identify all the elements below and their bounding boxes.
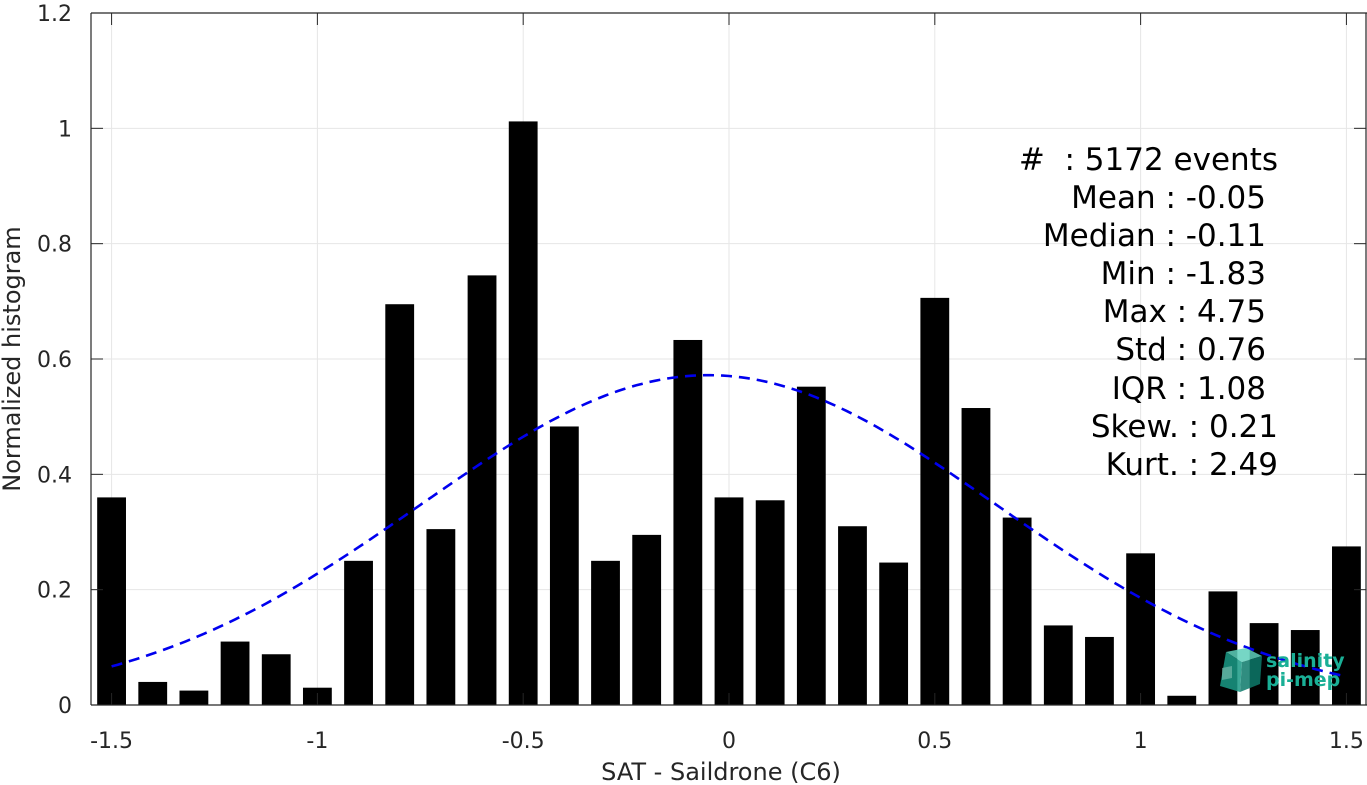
histogram-bar xyxy=(549,426,579,705)
x-axis-label: SAT - Saildrone (C6) xyxy=(601,758,841,785)
histogram-bar xyxy=(1126,553,1156,705)
histogram-bars xyxy=(97,121,1361,705)
histogram-bar xyxy=(508,121,538,705)
histogram-bar xyxy=(838,526,867,705)
y-tick-label: 0.8 xyxy=(37,233,72,258)
stats-count: # : 5172 events xyxy=(1019,142,1278,178)
cube-logo-icon xyxy=(1220,648,1262,692)
y-tick-label: 0.2 xyxy=(37,579,72,604)
y-tick-label: 0.4 xyxy=(37,463,72,488)
histogram-bar xyxy=(1332,546,1361,705)
stats-std: Std : 0.76 xyxy=(1115,332,1266,368)
histogram-bar xyxy=(1167,695,1197,705)
stats-min: Min : -1.83 xyxy=(1101,256,1266,292)
histogram-bar xyxy=(1085,636,1114,705)
histogram-bar xyxy=(1043,625,1073,705)
histogram-bar xyxy=(220,641,250,705)
histogram-bar xyxy=(1002,517,1032,705)
histogram-bar xyxy=(426,529,456,705)
histogram-bar xyxy=(467,275,497,705)
histogram-bar xyxy=(179,690,209,705)
logo-text-line1: salinity xyxy=(1266,650,1345,672)
logo-text-line2: pi-mep xyxy=(1266,669,1340,691)
histogram-bar xyxy=(591,560,620,705)
y-tick-label: 1 xyxy=(58,117,72,142)
y-tick-label: 0 xyxy=(58,694,72,719)
y-axis-ticks: 0 0.2 0.4 0.6 0.8 1 1.2 xyxy=(37,2,1366,719)
y-tick-label: 0.6 xyxy=(37,348,72,373)
x-axis-ticks: -1.5 -1 -0.5 0 0.5 1 1.5 xyxy=(90,13,1364,754)
x-tick-label: 1.5 xyxy=(1329,729,1364,754)
stats-median: Median : -0.11 xyxy=(1043,218,1266,254)
stats-max: Max : 4.75 xyxy=(1103,294,1266,330)
x-tick-label: -1.5 xyxy=(90,729,133,754)
histogram-bar xyxy=(261,654,291,705)
histogram-bar xyxy=(385,304,415,705)
histogram-bar xyxy=(879,562,909,705)
histogram-bar xyxy=(97,497,126,705)
x-tick-label: -0.5 xyxy=(502,729,545,754)
histogram-bar xyxy=(755,500,785,705)
x-tick-label: -1 xyxy=(306,729,328,754)
x-tick-label: 0.5 xyxy=(917,729,952,754)
histogram-bar xyxy=(1290,630,1320,705)
stats-skew: Skew. : 0.21 xyxy=(1091,409,1278,445)
gaussian-fit-curve xyxy=(111,373,1347,678)
histogram-bar xyxy=(632,534,662,705)
histogram-bar xyxy=(920,297,950,705)
histogram-bar xyxy=(714,497,744,705)
y-tick-label: 1.2 xyxy=(37,2,72,27)
y-axis-label: Normalized histogram xyxy=(0,226,26,491)
stats-mean: Mean : -0.05 xyxy=(1071,180,1266,216)
stats-kurt: Kurt. : 2.49 xyxy=(1106,447,1278,483)
stats-iqr: IQR : 1.08 xyxy=(1112,371,1266,407)
histogram-bar xyxy=(138,681,168,705)
histogram-bar xyxy=(673,339,703,705)
histogram-bar xyxy=(961,408,991,705)
salinity-pimep-logo: salinity pi-mep xyxy=(1220,648,1345,692)
statistics-annotation: # : 5172 events Mean : -0.05 Median : -0… xyxy=(1019,142,1278,483)
x-tick-label: 1 xyxy=(1134,729,1148,754)
histogram-bar xyxy=(796,386,826,705)
x-tick-label: 0 xyxy=(722,729,736,754)
histogram-bar xyxy=(344,560,373,705)
